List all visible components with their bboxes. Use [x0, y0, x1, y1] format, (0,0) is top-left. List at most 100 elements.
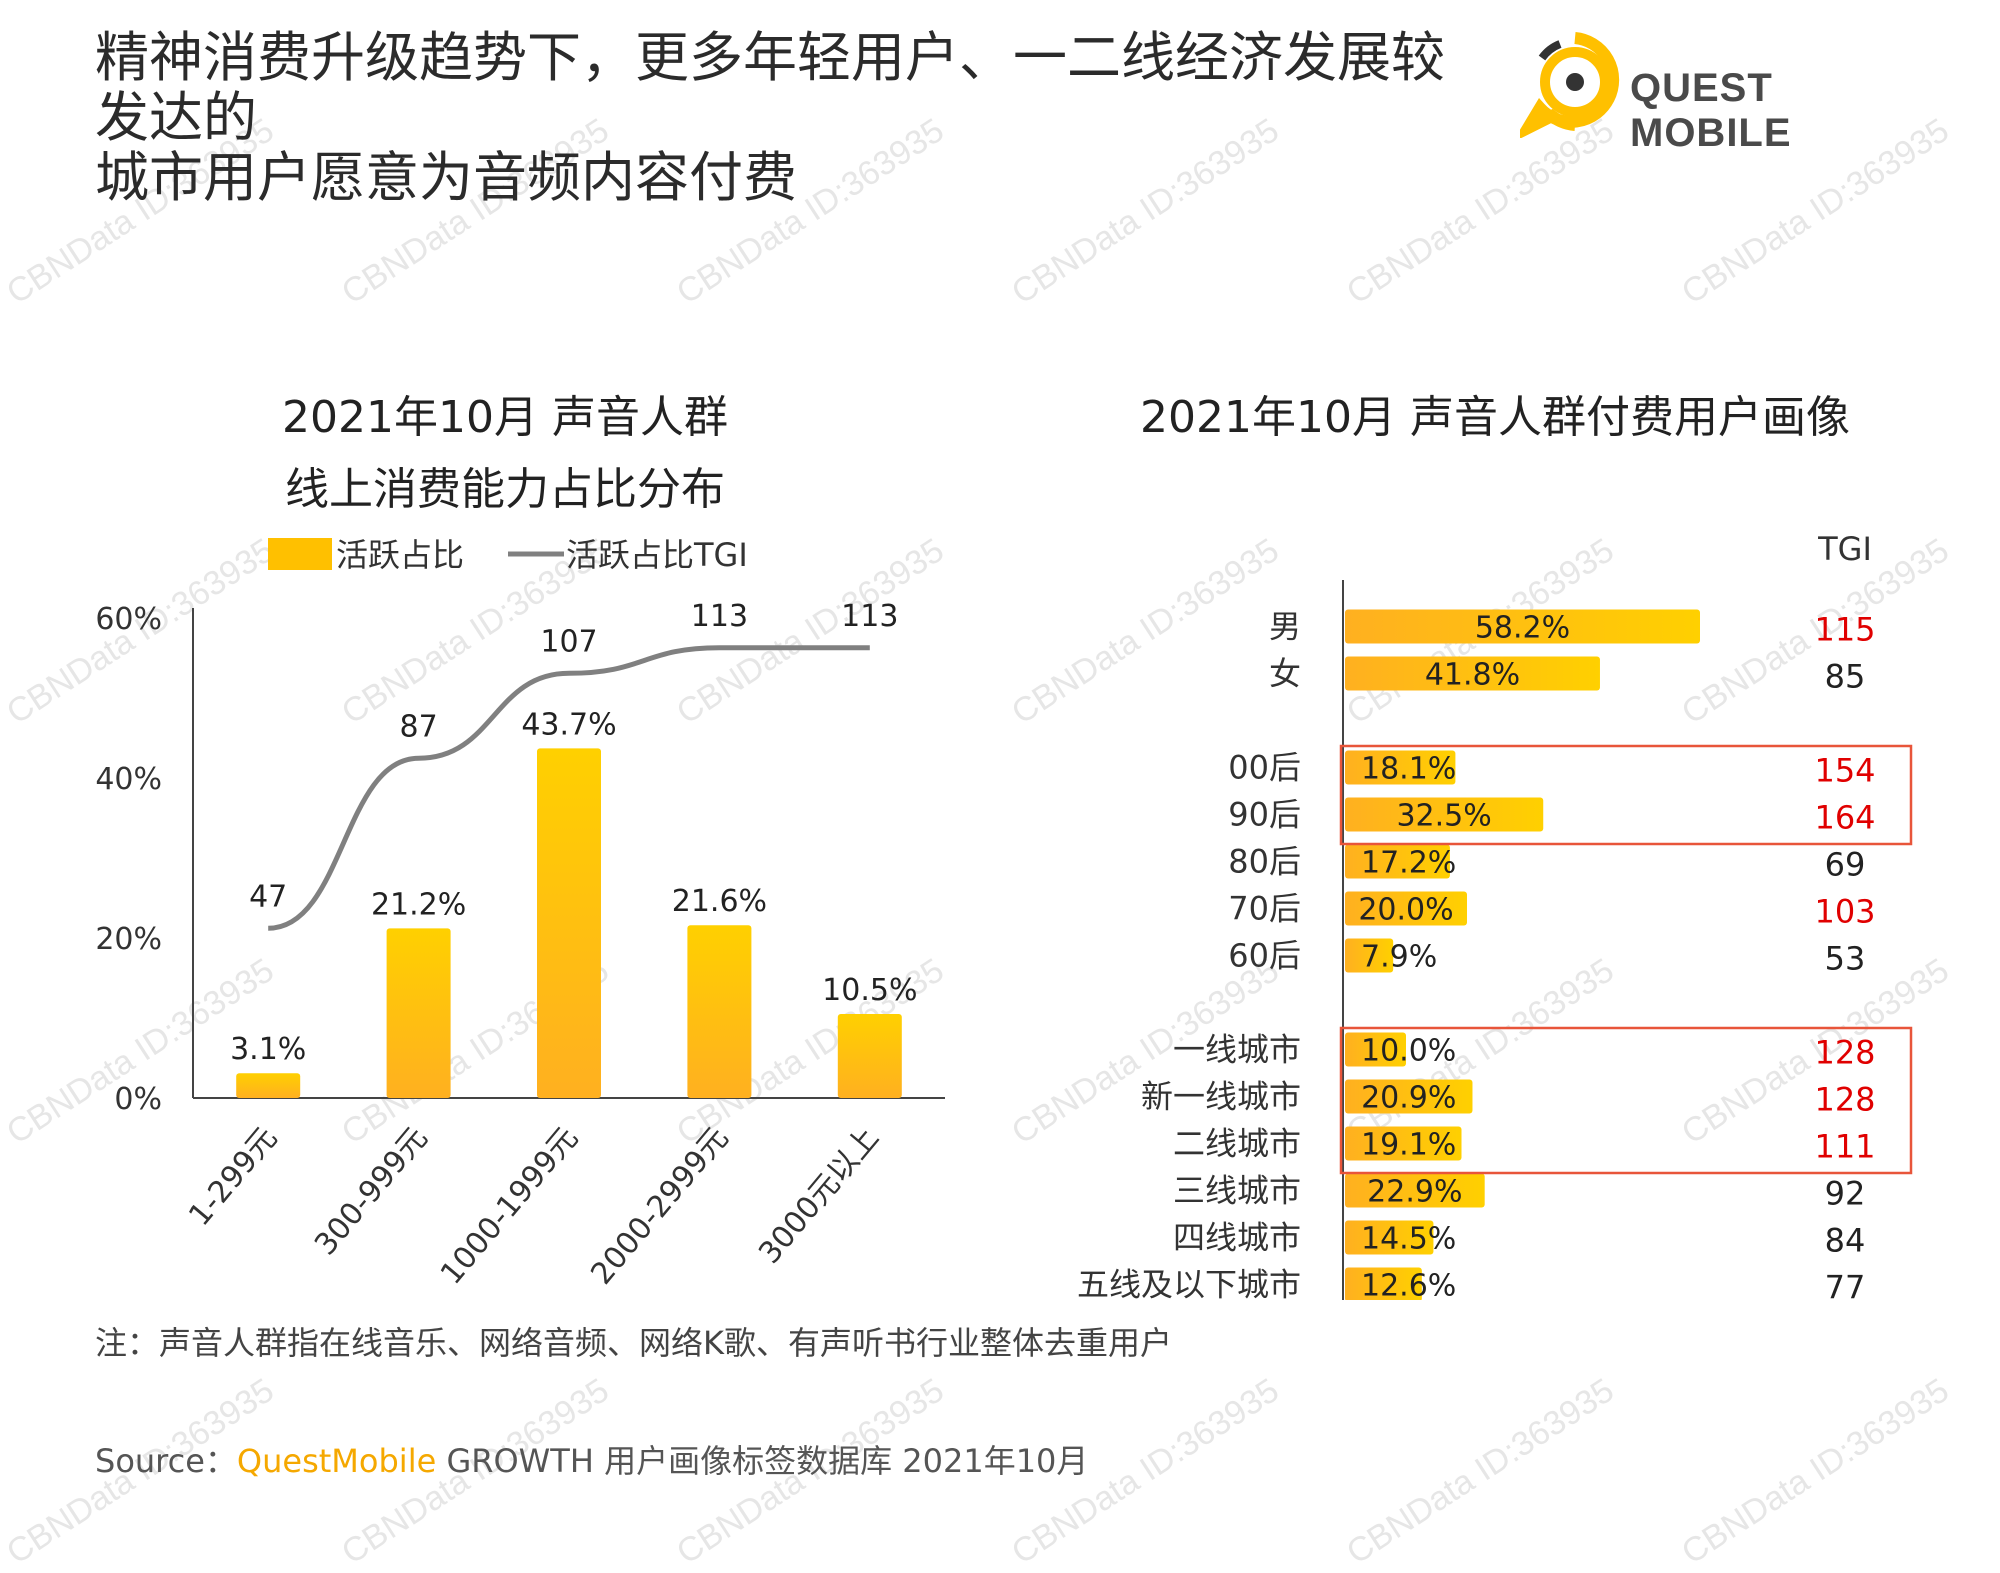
row-label: 三线城市 [1173, 1172, 1301, 1210]
right-plot-area: 男 58.2% 115 女 41.8% 85 00后 18.1% 154 90后 32.5% 164 8… [1077, 580, 1913, 1301]
x-tick-label: 1-299元 [182, 1121, 284, 1233]
logo-text: QUEST MOBILE [1630, 66, 1792, 155]
x-tick-label: 3000元以上 [752, 1121, 886, 1271]
hbar [1345, 1220, 1434, 1255]
row-tgi-value: 92 [1825, 1175, 1866, 1213]
hbar-value-label: 22.9% [1367, 1175, 1462, 1210]
hbar [1345, 1032, 1406, 1067]
hbar [1345, 750, 1456, 785]
hbar [1345, 938, 1394, 973]
row-tgi-value: 111 [1814, 1128, 1875, 1166]
right-chart-title: 2021年10月 声音人群付费用户画像 [1140, 392, 1850, 443]
row-tgi-value: 103 [1814, 893, 1875, 931]
hbar-value-label: 10.0% [1361, 1034, 1456, 1069]
row-tgi-value: 128 [1814, 1034, 1875, 1072]
bar-value-label: 21.2% [371, 887, 466, 922]
row-label: 新一线城市 [1141, 1078, 1301, 1116]
bar [386, 928, 451, 1098]
hbar [1345, 1173, 1485, 1208]
tgi-value-label: 113 [841, 599, 898, 634]
bar-value-label: 43.7% [521, 707, 616, 742]
row-tgi-value: 128 [1814, 1081, 1875, 1119]
hbar-value-label: 20.9% [1361, 1081, 1456, 1116]
hbar-value-label: 14.5% [1361, 1222, 1456, 1257]
bar-value-label: 10.5% [822, 973, 917, 1008]
hbar [1345, 1267, 1422, 1300]
hbar [1345, 1126, 1462, 1161]
tgi-value-label: 87 [400, 709, 438, 744]
bar [687, 925, 752, 1098]
left-chart-title-line1: 2021年10月 声音人群 [282, 392, 728, 443]
bar-value-label: 21.6% [672, 884, 767, 919]
left-chart-title-line2: 线上消费能力占比分布 [285, 464, 725, 515]
hbar [1345, 797, 1544, 832]
hbar-value-label: 18.1% [1361, 752, 1456, 787]
row-label: 一线城市 [1173, 1031, 1301, 1069]
row-label: 70后 [1228, 890, 1301, 928]
hbar-value-label: 20.0% [1358, 893, 1453, 928]
hbar-value-label: 12.6% [1361, 1269, 1456, 1301]
legend-line-label: 活跃占比TGI [566, 536, 748, 574]
highlight-box [1339, 1026, 1913, 1175]
row-tgi-value: 77 [1825, 1269, 1866, 1301]
legend-bar-swatch [268, 538, 332, 570]
source-line: Source：QuestMobile GROWTH 用户画像标签数据库 2021… [95, 1436, 1088, 1482]
y-tick-label: 20% [95, 922, 162, 957]
bar [837, 1014, 902, 1098]
hbar-value-label: 41.8% [1425, 658, 1520, 693]
y-tick-label: 60% [95, 602, 162, 637]
left-plot-area: 0% 20% 40% 60% 3.1% 1-299元 21.2% 300-999元 43.7% 1… [95, 599, 945, 1292]
questmobile-logo: QUEST MOBILE [1512, 28, 1920, 155]
source-brand: QuestMobile [236, 1442, 437, 1480]
x-tick-label: 300-999元 [308, 1121, 435, 1263]
payer-profile-chart: 2021年10月 声音人群付费用户画像 TGI 男 58.2% 115 女 41.8% 8… [1077, 392, 1913, 1301]
logo-mark-icon [1512, 32, 1620, 143]
legend-bar-label: 活跃占比 [336, 536, 464, 574]
row-tgi-value: 115 [1814, 611, 1875, 649]
row-label: 00后 [1228, 749, 1301, 787]
source-prefix: Source： [95, 1442, 237, 1480]
y-tick-label: 0% [114, 1082, 162, 1117]
row-tgi-value: 69 [1825, 846, 1866, 884]
hbar [1345, 609, 1700, 644]
x-tick-label: 2000-2999元 [584, 1121, 735, 1292]
tgi-header: TGI [1817, 530, 1872, 568]
page-title-line2: 城市用户愿意为音频内容付费 [95, 146, 797, 209]
hbar-value-label: 19.1% [1361, 1128, 1456, 1163]
hbar-value-label: 58.2% [1475, 611, 1570, 646]
watermark-text: CBNData ID:363935 [1340, 1371, 1621, 1572]
row-label: 女 [1269, 655, 1301, 693]
row-tgi-value: 164 [1814, 799, 1875, 837]
bar [537, 748, 601, 1098]
footnote: 注：声音人群指在线音乐、网络音频、网络K歌、有声听书行业整体去重用户 [95, 1324, 1172, 1362]
hbar-value-label: 32.5% [1396, 799, 1491, 834]
row-tgi-value: 53 [1825, 940, 1866, 978]
watermark-text: CBNData ID:363935 [1675, 1371, 1956, 1572]
tgi-value-label: 107 [540, 624, 597, 659]
row-label: 90后 [1228, 796, 1301, 834]
x-tick-label: 1000-1999元 [434, 1121, 585, 1292]
row-tgi-value: 85 [1825, 658, 1866, 696]
row-tgi-value: 84 [1825, 1222, 1866, 1260]
page-title-line1: 精神消费升级趋势下，更多年轻用户、一二线经济发展较发达的 [95, 26, 1445, 149]
highlight-box [1339, 744, 1913, 846]
tgi-line [268, 645, 870, 931]
row-tgi-value: 154 [1814, 752, 1875, 790]
hbar [1345, 844, 1450, 879]
hbar [1345, 891, 1467, 926]
consumption-chart: 2021年10月 声音人群 线上消费能力占比分布 活跃占比 活跃占比TGI 0%… [95, 392, 945, 1292]
source-rest: GROWTH 用户画像标签数据库 2021年10月 [436, 1442, 1089, 1480]
hbar [1345, 1079, 1473, 1114]
hbar-value-label: 17.2% [1361, 846, 1456, 881]
bar-value-label: 3.1% [230, 1032, 306, 1067]
row-label: 60后 [1228, 937, 1301, 975]
row-label: 四线城市 [1173, 1219, 1301, 1257]
row-label: 五线及以下城市 [1077, 1266, 1301, 1301]
tgi-value-label: 47 [249, 879, 287, 914]
row-label: 80后 [1228, 843, 1301, 881]
y-tick-label: 40% [95, 762, 162, 797]
row-label: 男 [1269, 608, 1301, 646]
tgi-value-label: 113 [691, 599, 748, 634]
row-label: 二线城市 [1173, 1125, 1301, 1163]
hbar [1345, 656, 1600, 691]
